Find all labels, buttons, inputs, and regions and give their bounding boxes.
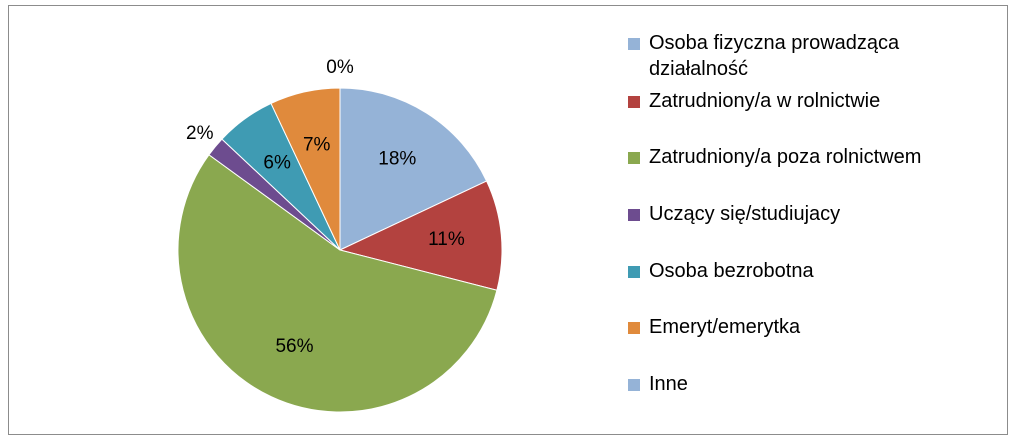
legend-swatch	[628, 96, 640, 108]
pie-slice	[339, 87, 488, 251]
data-label: 6%	[263, 153, 291, 174]
legend-item: Uczący się/studiujacy	[628, 201, 968, 227]
legend-label: Zatrudniony/a poza rolnictwem	[649, 146, 922, 168]
legend-item: Osoba bezrobotna	[628, 258, 968, 284]
legend-item: Zatrudniony/a w rolnictwie	[628, 88, 968, 114]
legend-item: Osoba fizyczna prowadząca działalność	[628, 30, 968, 82]
data-label: 18%	[378, 149, 416, 170]
data-label: 0%	[326, 57, 354, 78]
pie-slice	[338, 180, 503, 291]
legend-swatch	[628, 152, 640, 164]
legend-label: Zatrudniony/a w rolnictwie	[649, 90, 881, 112]
legend-swatch	[628, 379, 640, 391]
legend-item: Zatrudniony/a poza rolnictwem	[628, 144, 968, 170]
legend-item: Inne	[628, 371, 968, 397]
chart-border	[8, 5, 1008, 435]
legend-label: Uczący się/studiujacy	[649, 203, 841, 225]
legend-label: Osoba bezrobotna	[649, 260, 814, 282]
legend-swatch	[628, 209, 640, 221]
data-label: 2%	[186, 123, 214, 144]
data-label: 56%	[275, 336, 313, 357]
legend-label: Osoba fizyczna prowadząca działalność	[649, 32, 900, 80]
legend-label: Emeryt/emerytka	[649, 316, 801, 338]
legend-swatch	[628, 38, 640, 50]
legend-swatch	[628, 322, 640, 334]
legend-item: Emeryt/emerytka	[628, 314, 968, 340]
legend-swatch	[628, 266, 640, 278]
data-label: 7%	[303, 135, 331, 156]
data-label: 11%	[428, 229, 465, 250]
pie-slice	[177, 154, 498, 413]
legend-label: Inne	[649, 373, 688, 395]
